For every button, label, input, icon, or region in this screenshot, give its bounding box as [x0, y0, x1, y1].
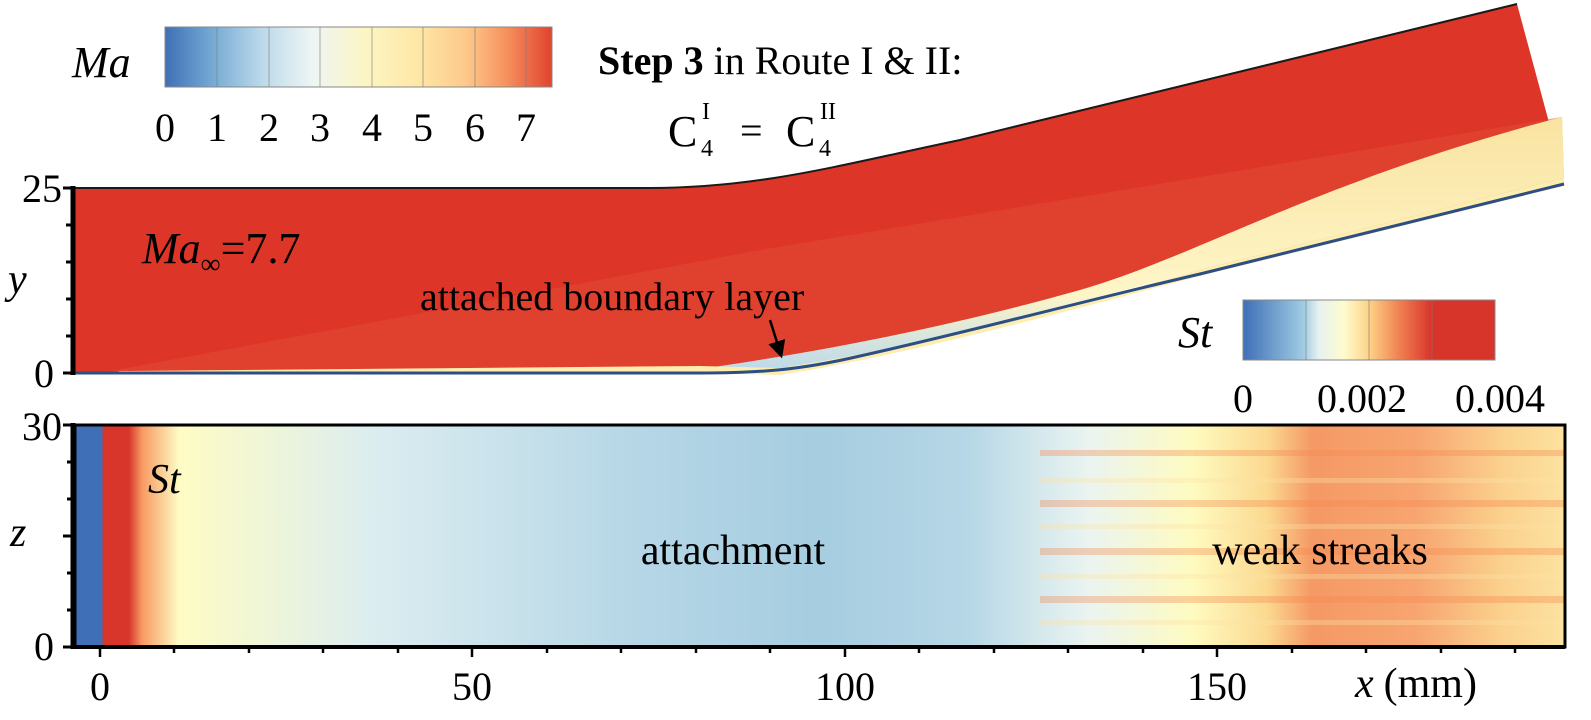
x-axis-unit: (mm): [1384, 661, 1477, 707]
ma-tick-4: 4: [362, 105, 382, 150]
step-heading: Step 3 in Route I & II: C I 4 = C II 4: [598, 38, 962, 162]
boundary-layer: [700, 117, 1564, 370]
eq-sup1: I: [702, 99, 710, 125]
x-axis: 0 50 100 150 x (mm): [73, 645, 1565, 709]
z-axis-ticks: [63, 423, 73, 649]
x-tick-50: 50: [452, 664, 492, 709]
ma-colorbar-label: Ma: [71, 38, 131, 87]
mach-contour-panel: 25 0 y Ma∞=7.7 attached boundary layer: [4, 3, 1565, 396]
ma-colorbar-scale: [164, 26, 553, 88]
eq-sub2: 4: [819, 136, 831, 162]
attachment-label: attachment: [641, 528, 826, 574]
y-axis-ticks: [63, 186, 73, 375]
wall-line: [75, 182, 1565, 375]
ma-tick-3: 3: [310, 105, 330, 150]
st-colorbar-label: St: [1178, 308, 1214, 357]
step-title-bold: Step 3: [598, 38, 704, 83]
x-axis-label: x (mm): [1354, 661, 1477, 707]
freestream-value: =7.7: [221, 224, 301, 273]
ma-tick-5: 5: [413, 105, 433, 150]
ma-tick-7: 7: [516, 105, 536, 150]
st-tick-0-002: 0.002: [1317, 376, 1407, 421]
boundary-layer-label: attached boundary layer: [420, 274, 804, 319]
ma-tick-1: 1: [207, 105, 227, 150]
x-axis-var: x: [1354, 661, 1374, 707]
eq-c1: C: [668, 107, 697, 156]
stanton-field: [75, 425, 1565, 647]
st-colorbar: St 0 0.002 0.004: [1178, 299, 1545, 421]
x-tick-150: 150: [1187, 664, 1247, 709]
eq-sub1: 4: [701, 136, 713, 162]
z-tick-0: 0: [34, 624, 54, 669]
weak-streaks: [1040, 450, 1565, 625]
st-tick-0-004: 0.004: [1455, 376, 1545, 421]
st-colorbar-dividers: [1305, 300, 1433, 360]
z-axis: 30 0 z: [9, 404, 76, 669]
shock-layer: [100, 117, 1564, 373]
st-field-label: St: [148, 457, 182, 503]
eq-equals: =: [740, 108, 763, 153]
y-tick-25: 25: [22, 166, 62, 211]
ma-colorbar-dividers: [216, 27, 527, 87]
eq-sup2: II: [820, 99, 836, 125]
ma-tick-6: 6: [465, 105, 485, 150]
outer-boundary-line: [75, 3, 1518, 189]
z-axis-label: z: [9, 510, 26, 556]
step-title: Step 3 in Route I & II:: [598, 38, 962, 83]
freestream-sym: Ma: [141, 224, 201, 273]
step-title-rest: in Route I & II:: [704, 38, 963, 83]
ma-colorbar: Ma 0 1 2 3 4 5 6 7: [71, 26, 553, 150]
ma-colorbar-ticks: 0 1 2 3 4 5 6 7: [155, 105, 536, 150]
freestream-mach: Ma∞=7.7: [141, 224, 300, 280]
z-tick-30: 30: [22, 404, 62, 449]
x-tick-0: 0: [90, 664, 110, 709]
x-tick-100: 100: [815, 664, 875, 709]
equation: C I 4 = C II 4: [668, 99, 836, 162]
annotation-arrow: [768, 319, 786, 359]
eq-c2: C: [786, 107, 815, 156]
st-tick-0: 0: [1233, 376, 1253, 421]
y-axis: 25 0 y: [4, 166, 76, 396]
flow-domain: [75, 4, 1564, 373]
y-tick-0: 0: [34, 351, 54, 396]
weak-streaks-label: weak streaks: [1212, 528, 1428, 574]
stanton-panel: St attachment weak streaks 30 0 z: [9, 404, 1567, 709]
ma-tick-0: 0: [155, 105, 175, 150]
ma-tick-2: 2: [259, 105, 279, 150]
x-axis-ticks: [98, 647, 1517, 657]
y-axis-label: y: [4, 257, 27, 303]
freestream-sub: ∞: [201, 249, 221, 280]
